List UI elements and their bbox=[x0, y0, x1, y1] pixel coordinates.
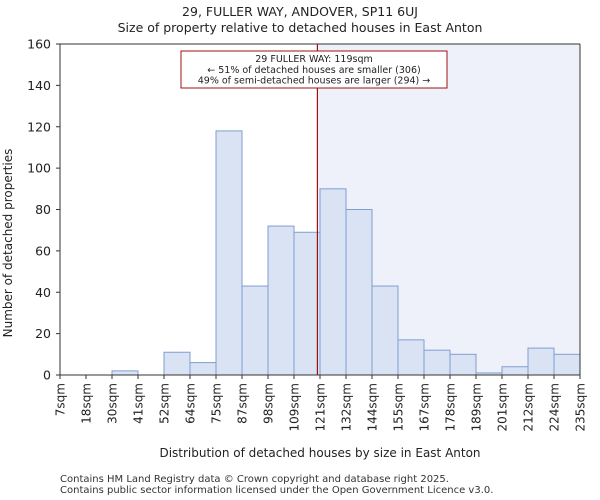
x-tick-label-18sqm: 18sqm bbox=[80, 383, 94, 424]
y-tick-label-160: 160 bbox=[27, 37, 51, 52]
y-tick-label-100: 100 bbox=[27, 161, 51, 176]
x-axis-label: Distribution of detached houses by size … bbox=[159, 446, 480, 460]
chart-subtitle: Size of property relative to detached ho… bbox=[117, 20, 483, 35]
annotation-smaller-text: ← 51% of detached houses are smaller (30… bbox=[207, 65, 420, 76]
x-tick-label-132sqm: 132sqm bbox=[340, 383, 354, 431]
x-tick-label-235sqm: 235sqm bbox=[574, 383, 588, 431]
footer-licence: Contains public sector information licen… bbox=[60, 485, 494, 496]
annotation-box bbox=[180, 50, 448, 89]
annotation-larger-text: 49% of semi-detached houses are larger (… bbox=[198, 76, 431, 87]
annotation-property-label: 29 FULLER WAY: 119sqm bbox=[255, 54, 373, 65]
x-tick-label-212sqm: 212sqm bbox=[522, 383, 536, 431]
bar-178sqm bbox=[449, 353, 477, 376]
x-tick-label-144sqm: 144sqm bbox=[366, 383, 380, 431]
x-tick-label-178sqm: 178sqm bbox=[444, 383, 458, 431]
bar-212sqm bbox=[527, 347, 555, 376]
bar-98sqm bbox=[267, 225, 295, 376]
x-tick-label-109sqm: 109sqm bbox=[288, 383, 302, 431]
y-axis-label: Number of detached properties bbox=[1, 149, 15, 338]
x-tick-label-64sqm: 64sqm bbox=[184, 383, 198, 424]
chart-title: 29, FULLER WAY, ANDOVER, SP11 6UJ bbox=[182, 4, 418, 19]
bar-64sqm bbox=[189, 362, 217, 376]
bar-109sqm bbox=[293, 231, 321, 376]
y-tick-label-0: 0 bbox=[43, 368, 51, 383]
x-tick-label-155sqm: 155sqm bbox=[392, 383, 406, 431]
y-tick-label-80: 80 bbox=[35, 202, 51, 217]
y-tick-label-40: 40 bbox=[35, 285, 51, 300]
x-tick-label-41sqm: 41sqm bbox=[132, 383, 146, 424]
x-tick-label-201sqm: 201sqm bbox=[496, 383, 510, 431]
y-tick-label-140: 140 bbox=[27, 78, 51, 93]
bar-132sqm bbox=[345, 209, 373, 376]
x-tick-label-87sqm: 87sqm bbox=[236, 383, 250, 424]
x-tick-label-224sqm: 224sqm bbox=[548, 383, 562, 431]
y-tick-label-20: 20 bbox=[35, 326, 51, 341]
x-tick-label-52sqm: 52sqm bbox=[158, 383, 172, 424]
footer-copyright: Contains HM Land Registry data © Crown c… bbox=[60, 474, 449, 485]
bar-87sqm bbox=[241, 285, 269, 376]
x-tick-label-121sqm: 121sqm bbox=[314, 383, 328, 431]
bar-167sqm bbox=[423, 349, 451, 376]
bar-201sqm bbox=[501, 366, 529, 376]
x-tick-label-98sqm: 98sqm bbox=[262, 383, 276, 424]
bar-75sqm bbox=[215, 130, 243, 376]
bar-224sqm bbox=[553, 353, 581, 376]
y-tick-label-60: 60 bbox=[35, 243, 51, 258]
x-tick-label-167sqm: 167sqm bbox=[418, 383, 432, 431]
y-tick-label-120: 120 bbox=[27, 119, 51, 134]
bar-52sqm bbox=[163, 351, 191, 376]
bar-121sqm bbox=[319, 188, 347, 376]
bar-144sqm bbox=[371, 285, 399, 376]
bar-155sqm bbox=[397, 339, 425, 376]
x-tick-label-7sqm: 7sqm bbox=[54, 383, 68, 416]
x-tick-label-30sqm: 30sqm bbox=[106, 383, 120, 424]
x-tick-label-189sqm: 189sqm bbox=[470, 383, 484, 431]
bar-30sqm bbox=[111, 370, 139, 376]
x-tick-label-75sqm: 75sqm bbox=[210, 383, 224, 424]
